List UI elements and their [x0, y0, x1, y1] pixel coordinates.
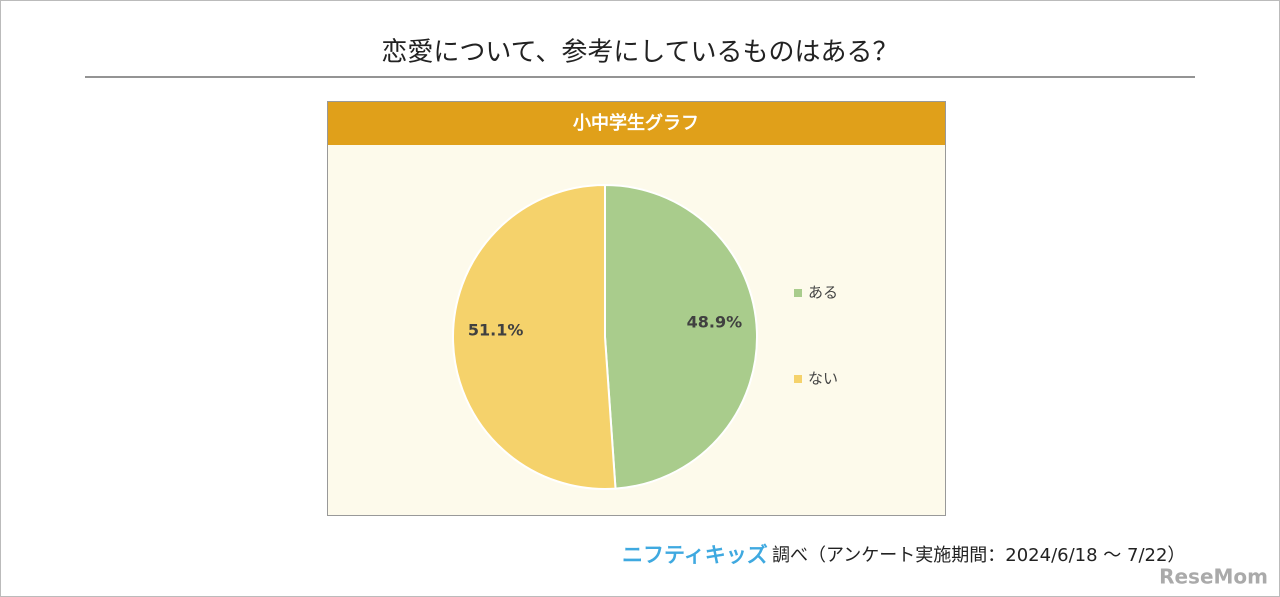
legend-label: ある	[808, 284, 838, 302]
panel-title: 小中学生グラフ	[573, 112, 699, 134]
plot: 48.9% ある 51.1% ない	[452, 183, 838, 490]
legend-swatch	[794, 289, 802, 297]
pie-slice	[452, 183, 617, 490]
footer-note: 調べ（アンケート実施期間：2024/6/18 ～ 7/22）	[772, 545, 1185, 566]
data-label: 48.9%	[687, 313, 743, 332]
watermark: ReseMom	[1159, 565, 1268, 589]
panel-header	[328, 102, 945, 145]
footer-logo: ニフティキッズ	[622, 543, 768, 567]
legend-swatch	[794, 375, 802, 383]
legend-label: ない	[808, 370, 838, 388]
data-label: 51.1%	[468, 320, 524, 339]
chart-title: 恋愛について、参考にしているものはある？	[381, 38, 898, 68]
pie-slice	[604, 183, 758, 490]
